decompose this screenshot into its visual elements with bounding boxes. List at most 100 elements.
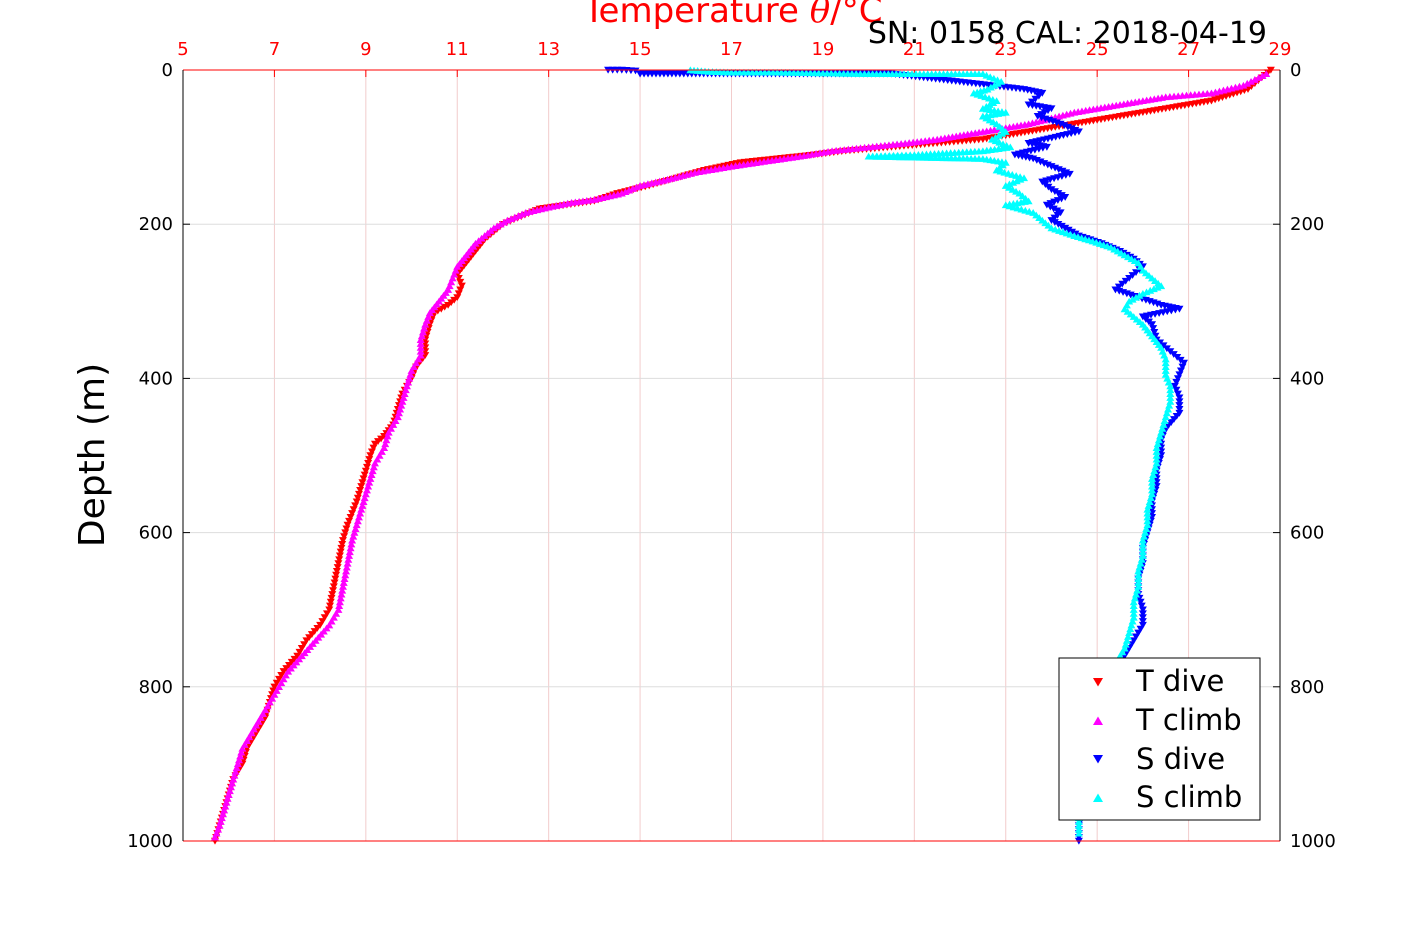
data-point — [217, 814, 226, 822]
data-point — [417, 332, 426, 340]
data-point — [1138, 552, 1147, 559]
data-point — [210, 833, 219, 841]
data-point — [1129, 598, 1138, 606]
data-point — [1175, 371, 1184, 379]
data-point — [1152, 444, 1161, 451]
data-point — [370, 459, 379, 467]
data-point — [1138, 610, 1147, 618]
data-point — [348, 510, 357, 517]
data-point — [218, 810, 227, 818]
data-point — [366, 452, 375, 460]
data-point — [335, 598, 344, 606]
data-point — [1160, 417, 1169, 425]
data-point — [1143, 513, 1152, 521]
x-tick-label: 5 — [177, 39, 188, 60]
data-point — [230, 771, 239, 779]
data-point — [362, 463, 371, 471]
data-point — [381, 440, 390, 448]
y-axis-label: Depth (m) — [72, 363, 113, 547]
data-point — [407, 367, 416, 374]
data-point — [351, 525, 360, 532]
x-tick-label: 21 — [903, 39, 926, 60]
data-point — [225, 787, 234, 795]
data-point — [398, 397, 407, 405]
data-point — [1161, 355, 1170, 363]
data-point — [357, 505, 366, 513]
data-point — [1138, 621, 1147, 629]
data-point — [342, 563, 351, 571]
chart-subtitle: SN: 0158 CAL: 2018-04-19 — [868, 16, 1267, 51]
data-point — [1129, 606, 1138, 613]
data-point — [421, 320, 430, 328]
title-prefix: Temperature — [583, 0, 810, 31]
data-point — [1061, 224, 1070, 232]
data-point — [370, 440, 379, 448]
data-point — [399, 394, 408, 401]
axes-frame — [182, 69, 1281, 842]
data-point — [1159, 421, 1168, 428]
data-point — [365, 456, 374, 463]
data-point — [361, 467, 370, 475]
data-point — [396, 405, 405, 413]
legend-marker-t-dive — [1093, 678, 1103, 687]
data-point — [1166, 394, 1175, 401]
data-point — [1161, 413, 1170, 421]
y-tick-label-right: 400 — [1290, 368, 1324, 389]
data-point — [338, 537, 347, 544]
data-point — [1128, 617, 1137, 625]
data-point — [1166, 386, 1175, 394]
data-point — [237, 748, 246, 756]
data-point — [1148, 475, 1157, 482]
data-point — [1154, 436, 1163, 444]
data-point — [1136, 625, 1145, 633]
data-point — [341, 571, 350, 579]
data-point — [1176, 367, 1185, 375]
data-point — [1143, 509, 1152, 517]
data-point — [279, 668, 288, 675]
y-tick-label-left: 400 — [139, 368, 173, 389]
data-point — [336, 594, 345, 602]
data-point — [1050, 188, 1059, 196]
data-point — [416, 340, 425, 347]
data-point — [1148, 486, 1157, 494]
data-point — [223, 794, 232, 802]
data-point — [337, 544, 346, 552]
data-point — [1158, 424, 1167, 432]
legend-marker-s-climb — [1093, 793, 1103, 802]
data-point — [1150, 467, 1159, 475]
data-point — [221, 802, 230, 810]
data-point — [333, 564, 342, 571]
y-tick-label-right: 800 — [1290, 677, 1324, 698]
data-point — [1074, 825, 1083, 833]
data-point — [1138, 618, 1147, 625]
data-point — [1140, 532, 1149, 540]
data-point — [340, 533, 349, 541]
data-point — [331, 575, 340, 583]
x-tick-label: 23 — [994, 39, 1017, 60]
data-point — [343, 559, 352, 567]
y-tick-label-right: 0 — [1290, 60, 1301, 81]
data-point — [440, 303, 449, 311]
data-point — [335, 556, 344, 564]
data-point — [406, 370, 415, 378]
data-point — [1138, 548, 1147, 556]
data-point — [369, 463, 378, 471]
data-point — [358, 502, 367, 509]
data-point — [332, 567, 341, 575]
legend-marker-t-climb — [1093, 716, 1103, 725]
data-point — [362, 486, 371, 494]
data-point — [231, 768, 240, 775]
data-point — [320, 614, 329, 622]
x-tick-label: 7 — [269, 39, 280, 60]
data-point — [277, 672, 286, 679]
series-layer — [210, 66, 1275, 845]
data-point — [1057, 222, 1066, 230]
data-point — [1144, 502, 1153, 509]
data-point — [369, 444, 378, 452]
data-point — [345, 552, 354, 559]
data-point — [1137, 555, 1146, 563]
x-tick-label: 27 — [1177, 39, 1200, 60]
data-point — [1175, 398, 1184, 406]
data-point — [1134, 567, 1143, 575]
data-point — [270, 683, 279, 691]
